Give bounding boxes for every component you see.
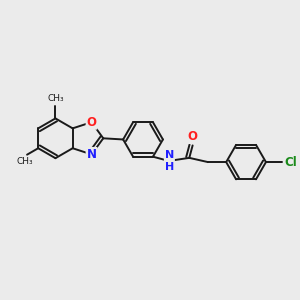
- Text: N
H: N H: [165, 150, 174, 172]
- Text: O: O: [87, 116, 97, 129]
- Text: Cl: Cl: [285, 156, 297, 169]
- Text: N: N: [87, 148, 97, 161]
- Text: O: O: [188, 130, 198, 143]
- Text: CH₃: CH₃: [47, 94, 64, 103]
- Text: CH₃: CH₃: [17, 157, 34, 166]
